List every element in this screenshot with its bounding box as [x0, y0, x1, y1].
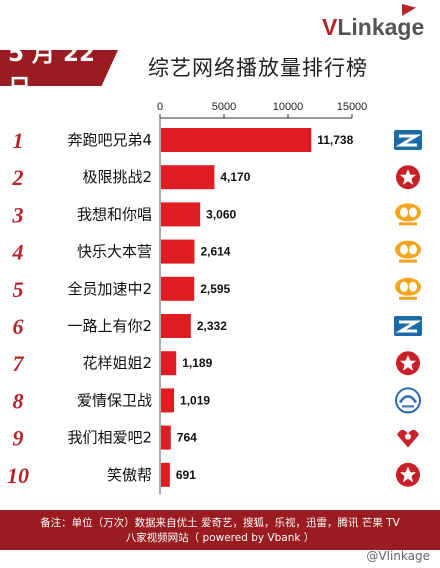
- bar: [161, 276, 195, 301]
- bar: [161, 351, 177, 376]
- hunan-tv-icon: [395, 277, 421, 300]
- rank-label: 2: [12, 165, 24, 190]
- value-label: 764: [177, 431, 197, 445]
- dongfang-tv-icon: [396, 165, 420, 190]
- rank-label: 4: [12, 240, 24, 265]
- bar: [161, 462, 170, 487]
- category-label: 我想和你唱: [77, 205, 152, 223]
- x-tick-label: 10000: [273, 101, 304, 113]
- value-label: 2,332: [197, 319, 227, 333]
- value-label: 11,738: [317, 133, 353, 147]
- category-label: 花样姐姐2: [82, 354, 152, 372]
- bar: [161, 425, 171, 450]
- rank-label: 6: [13, 314, 24, 339]
- dongfang-tv-icon: [396, 351, 420, 376]
- value-label: 4,170: [220, 170, 250, 184]
- rank-label: 5: [13, 277, 24, 302]
- footer-note: 备注：单位（万次）数据来自优土 爱奇艺，搜狐，乐视，迅雷，腾讯 芒果 TV 八家…: [0, 510, 440, 550]
- rank-label: 3: [12, 202, 24, 227]
- category-label: 爱情保卫战: [77, 391, 152, 409]
- hunan-tv-icon: [395, 203, 421, 226]
- dongfang-tv-icon: [396, 462, 420, 487]
- logo-rest: Linkage: [337, 14, 425, 40]
- rank-label: 1: [13, 128, 24, 153]
- rank-label: 8: [13, 388, 24, 413]
- category-label: 快乐大本营: [77, 243, 152, 261]
- value-label: 3,060: [206, 207, 236, 221]
- value-label: 2,595: [200, 282, 230, 296]
- value-label: 1,189: [182, 356, 212, 370]
- bar: [161, 202, 201, 227]
- category-label: 奔跑吧兄弟4: [67, 131, 152, 149]
- cctv-icon: [395, 387, 421, 414]
- zhejiang-tv-icon: [394, 130, 422, 150]
- date-text: 5 月 22 日: [8, 41, 96, 101]
- bar: [161, 388, 175, 413]
- bar: [161, 239, 195, 264]
- category-label: 我们相爱吧2: [67, 429, 152, 447]
- zhejiang-tv-icon: [394, 316, 422, 336]
- hunan-tv-icon: [395, 240, 421, 263]
- category-label: 一路上有你2: [67, 317, 152, 335]
- bar: [161, 314, 191, 338]
- bar: [161, 128, 312, 152]
- rank-label: 7: [13, 351, 25, 376]
- bar: [161, 165, 215, 190]
- x-tick-label: 5000: [212, 101, 236, 113]
- category-label: 笑傲帮: [107, 466, 152, 484]
- category-label: 全员加速中2: [67, 280, 152, 298]
- footer-note-line1: 备注：单位（万次）数据来自优土 爱奇艺，搜狐，乐视，迅雷，腾讯 芒果 TV: [40, 517, 400, 529]
- x-tick-label: 0: [157, 101, 163, 113]
- rank-label: 10: [7, 463, 29, 488]
- value-label: 691: [176, 468, 196, 482]
- category-label: 极限挑战2: [82, 168, 152, 186]
- vlinkage-logo: VLinkage: [322, 14, 424, 41]
- watermark: @Vlinkage: [366, 549, 430, 563]
- chart-title: 综艺网络播放量排行榜: [148, 56, 368, 80]
- shenzhen-tv-icon: [397, 429, 419, 448]
- logo-prefix: V: [322, 14, 338, 40]
- date-badge: 5 月 22 日: [0, 50, 118, 86]
- value-label: 1,019: [180, 393, 210, 407]
- value-label: 2,614: [200, 245, 230, 259]
- footer-note-line2: 八家视频网站（ powered by Vbank ）: [125, 532, 315, 544]
- rank-label: 9: [13, 426, 24, 451]
- x-tick-label: 15000: [337, 101, 368, 113]
